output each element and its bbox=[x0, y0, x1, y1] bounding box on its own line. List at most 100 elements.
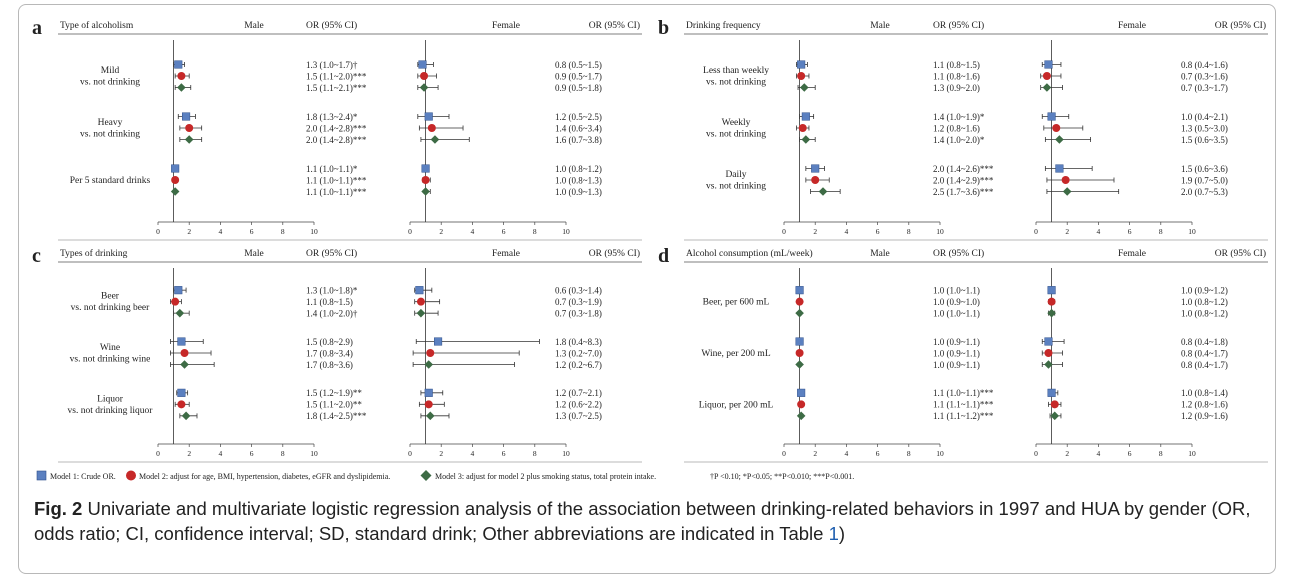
female-tick-label: 10 bbox=[1188, 227, 1196, 236]
male-or-value: 1.3 (1.0~1.7)† bbox=[306, 60, 358, 70]
female-or-value: 1.2 (0.9~1.6) bbox=[1181, 411, 1228, 421]
female-point-model2 bbox=[1050, 400, 1059, 409]
male-or-value: 1.5 (1.1~2.1)*** bbox=[306, 83, 367, 93]
female-tick-label: 0 bbox=[408, 449, 412, 458]
female-tick-label: 4 bbox=[1097, 227, 1101, 236]
male-or-value: 1.1 (1.0~1.1)* bbox=[306, 164, 358, 174]
female-point-model2 bbox=[424, 400, 433, 409]
male-or-header: OR (95% CI) bbox=[933, 20, 984, 31]
female-or-value: 1.8 (0.4~8.3) bbox=[555, 337, 602, 347]
male-point-model2 bbox=[795, 297, 804, 306]
male-point-model3 bbox=[180, 360, 189, 369]
male-tick-label: 10 bbox=[310, 449, 318, 458]
female-or-value: 1.2 (0.2~6.7) bbox=[555, 360, 602, 370]
legend-model2-swatch bbox=[126, 470, 136, 481]
female-point-model2 bbox=[1061, 176, 1070, 184]
female-point-model3 bbox=[1044, 360, 1053, 369]
female-or-value: 1.2 (0.5~2.5) bbox=[555, 112, 602, 122]
male-tick-label: 6 bbox=[876, 227, 880, 236]
male-or-value: 1.2 (0.8~1.6) bbox=[933, 123, 980, 133]
male-point-model1 bbox=[177, 388, 186, 397]
male-point-model2 bbox=[795, 349, 804, 357]
male-or-value: 1.4 (1.0~1.9)* bbox=[933, 112, 985, 122]
group-label: vs. not drinking bbox=[706, 130, 766, 140]
female-or-value: 1.0 (0.9~1.3) bbox=[555, 187, 602, 197]
male-tick-label: 2 bbox=[187, 449, 191, 458]
male-point-model1 bbox=[171, 164, 180, 173]
male-or-value: 1.5 (1.1~2.0)*** bbox=[306, 71, 367, 81]
female-tick-label: 2 bbox=[439, 227, 443, 236]
male-tick-label: 6 bbox=[876, 449, 880, 458]
female-or-value: 1.3 (0.7~2.5) bbox=[555, 411, 602, 421]
caption-label: Fig. 2 bbox=[34, 498, 83, 519]
male-or-value: 1.3 (1.0~1.8)* bbox=[306, 285, 358, 295]
female-or-value: 0.7 (0.3~1.7) bbox=[1181, 83, 1228, 93]
female-tick-label: 8 bbox=[533, 449, 537, 458]
female-or-value: 1.2 (0.8~1.6) bbox=[1181, 400, 1228, 410]
male-or-value: 1.8 (1.3~2.4)* bbox=[306, 112, 358, 122]
male-point-model1 bbox=[797, 60, 806, 69]
female-or-value: 0.8 (0.4~1.7) bbox=[1181, 348, 1228, 358]
panel-d: d Alcohol consumption (mL/week) Male OR (95… bbox=[658, 245, 1268, 463]
panel-letter: c bbox=[32, 245, 41, 267]
female-or-value: 0.9 (0.5~1.7) bbox=[555, 71, 602, 81]
male-point-model1 bbox=[182, 112, 191, 121]
female-or-value: 2.0 (0.7~5.3) bbox=[1181, 187, 1228, 197]
group-label: vs. not drinking bbox=[706, 182, 766, 192]
male-or-header: OR (95% CI) bbox=[306, 248, 357, 259]
female-point-model1 bbox=[1047, 112, 1056, 121]
female-point-model3 bbox=[419, 83, 429, 92]
group-label: vs. not drinking bbox=[80, 78, 140, 88]
female-or-header: OR (95% CI) bbox=[589, 248, 640, 259]
female-tick-label: 2 bbox=[1065, 449, 1069, 458]
figure-frame bbox=[18, 4, 1276, 574]
male-or-value: 1.1 (1.1~1.1)*** bbox=[933, 400, 994, 410]
female-tick-label: 2 bbox=[1065, 227, 1069, 236]
male-or-value: 1.5 (1.1~2.0)** bbox=[306, 400, 362, 410]
female-or-value: 1.0 (0.8~1.3) bbox=[555, 175, 602, 185]
male-tick-label: 8 bbox=[281, 227, 285, 236]
group-label: vs. not drinking beer bbox=[71, 303, 150, 313]
male-header: Male bbox=[244, 21, 264, 31]
male-or-value: 1.0 (0.9~1.1) bbox=[933, 337, 980, 347]
female-point-model2 bbox=[1044, 349, 1053, 357]
female-point-model3 bbox=[421, 187, 430, 196]
female-point-model3 bbox=[424, 360, 434, 369]
female-or-value: 0.8 (0.5~1.5) bbox=[555, 60, 602, 70]
male-or-value: 2.0 (1.4~2.8)*** bbox=[306, 135, 367, 145]
panel-b: b Drinking frequency Male OR (95% CI) Female… bbox=[658, 17, 1268, 241]
male-point-model3 bbox=[801, 135, 811, 144]
male-tick-label: 6 bbox=[250, 227, 254, 236]
male-tick-label: 2 bbox=[187, 227, 191, 236]
male-or-value: 1.8 (1.4~2.5)*** bbox=[306, 411, 367, 421]
male-point-model2 bbox=[185, 124, 194, 132]
female-point-model2 bbox=[416, 297, 425, 306]
caption-text: Univariate and multivariate logistic reg… bbox=[34, 498, 1251, 544]
female-or-value: 1.5 (0.6~3.5) bbox=[1181, 135, 1228, 145]
female-or-value: 0.8 (0.4~1.7) bbox=[1181, 360, 1228, 370]
group-label: Mild bbox=[101, 66, 120, 76]
male-point-model1 bbox=[174, 286, 183, 295]
male-point-model1 bbox=[174, 60, 183, 69]
female-header: Female bbox=[492, 21, 520, 31]
female-point-model3 bbox=[1062, 187, 1072, 196]
male-tick-label: 0 bbox=[782, 449, 786, 458]
caption-table-link[interactable]: 1 bbox=[828, 523, 839, 544]
male-tick-label: 0 bbox=[156, 449, 160, 458]
male-or-value: 1.3 (0.9~2.0) bbox=[933, 83, 980, 93]
male-or-value: 1.5 (1.2~1.9)** bbox=[306, 388, 362, 398]
male-point-model2 bbox=[180, 349, 189, 357]
female-tick-label: 4 bbox=[471, 227, 475, 236]
female-tick-label: 0 bbox=[1034, 449, 1038, 458]
female-or-value: 0.7 (0.3~1.9) bbox=[555, 297, 602, 307]
female-point-model2 bbox=[420, 72, 429, 80]
male-tick-label: 10 bbox=[936, 227, 944, 236]
male-tick-label: 0 bbox=[156, 227, 160, 236]
group-label: Daily bbox=[725, 170, 746, 180]
male-or-value: 1.1 (1.1~1.2)*** bbox=[933, 411, 994, 421]
legend-model3-swatch bbox=[420, 470, 432, 481]
female-or-value: 1.0 (0.8~1.4) bbox=[1181, 388, 1228, 398]
group-label: vs. not drinking bbox=[80, 130, 140, 140]
panel-header: Drinking frequency bbox=[686, 20, 761, 31]
